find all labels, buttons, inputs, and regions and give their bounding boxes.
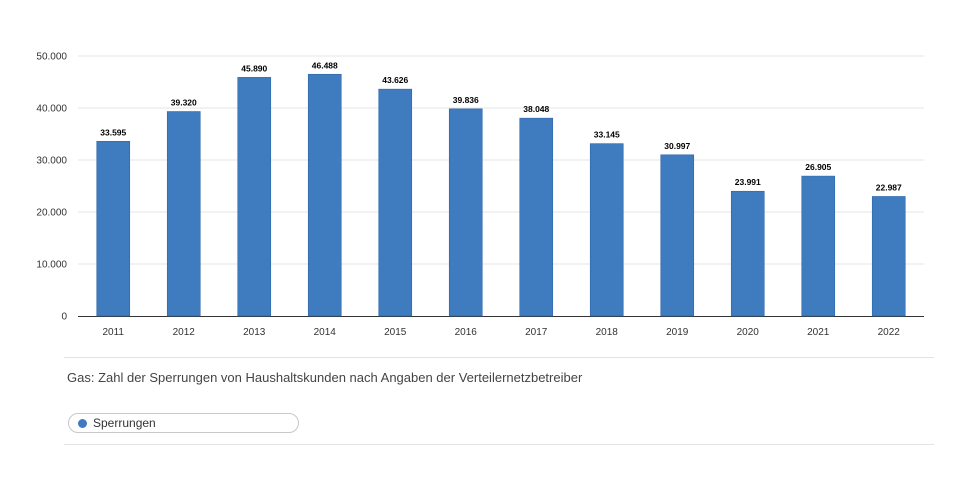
divider-top: [64, 357, 934, 358]
data-label: 38.048: [523, 104, 549, 114]
data-label: 23.991: [735, 177, 761, 187]
data-label: 22.987: [876, 182, 902, 192]
data-label: 30.997: [664, 141, 690, 151]
data-label: 43.626: [382, 75, 408, 85]
bar: [237, 77, 272, 317]
x-tick-label: 2013: [243, 327, 266, 338]
x-tick-label: 2019: [666, 327, 689, 338]
x-tick-label: 2012: [173, 327, 196, 338]
y-tick-label: 10.000: [36, 260, 67, 271]
bar: [519, 117, 554, 317]
data-label: 26.905: [805, 162, 831, 172]
bar: [307, 73, 342, 317]
legend-item-sperrungen[interactable]: Sperrungen: [68, 413, 299, 433]
data-label: 39.836: [453, 95, 479, 105]
bar: [96, 141, 131, 317]
x-tick-label: 2015: [384, 327, 407, 338]
bar: [801, 175, 836, 317]
y-tick-label: 20.000: [36, 208, 67, 219]
y-tick-label: 40.000: [36, 104, 67, 115]
data-label: 45.890: [241, 63, 267, 73]
x-tick-label: 2011: [102, 327, 124, 338]
bar-chart: 0 10.000 20.000 30.000 40.000 50.000 33.595 201…: [36, 52, 924, 338]
legend-color-dot: [78, 419, 87, 428]
bar: [660, 154, 695, 317]
x-tick-label: 2017: [525, 327, 548, 338]
x-tick-label: 2016: [455, 327, 478, 338]
chart-caption: Gas: Zahl der Sperrungen von Haushaltsku…: [67, 370, 583, 385]
data-label: 39.320: [171, 98, 197, 108]
bar: [589, 143, 624, 317]
bar: [378, 88, 413, 317]
x-tick-label: 2020: [737, 327, 760, 338]
divider-bottom: [64, 444, 934, 445]
data-label: 33.145: [594, 130, 620, 140]
legend-label: Sperrungen: [93, 416, 156, 430]
data-label: 33.595: [100, 127, 126, 137]
y-tick-label: 30.000: [36, 156, 67, 167]
bar: [871, 196, 906, 317]
x-tick-label: 2014: [314, 327, 337, 338]
x-tick-label: 2018: [596, 327, 619, 338]
bar: [166, 111, 201, 317]
bar: [730, 190, 765, 317]
data-label: 46.488: [312, 60, 338, 70]
y-tick-label: 50.000: [36, 52, 67, 63]
bar: [448, 108, 483, 317]
x-tick-label: 2022: [878, 327, 901, 338]
y-tick-label: 0: [61, 312, 67, 323]
x-tick-label: 2021: [807, 327, 830, 338]
